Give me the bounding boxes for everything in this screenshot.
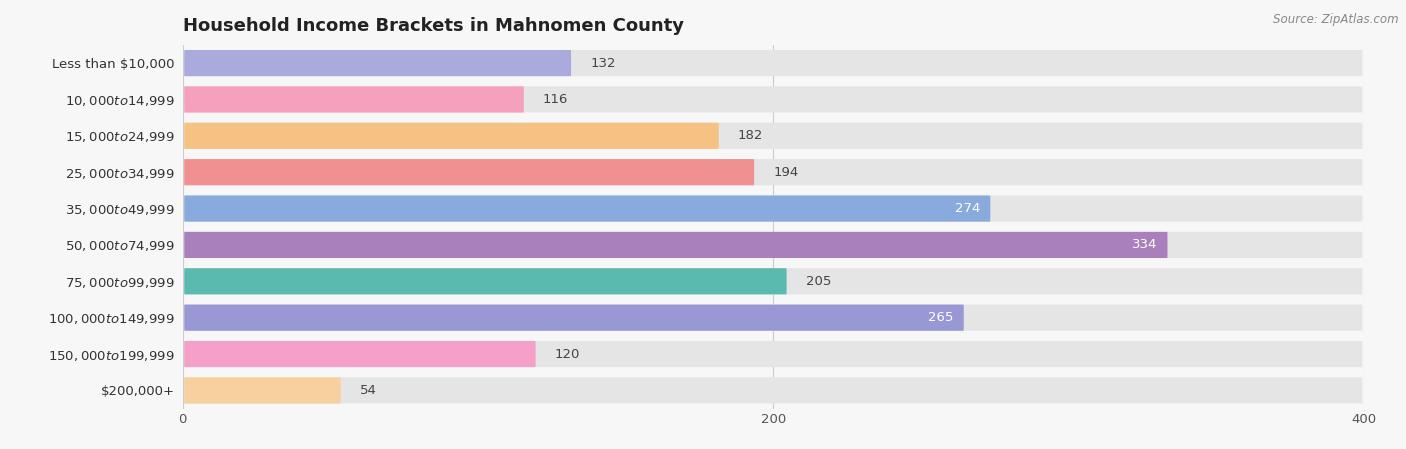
FancyBboxPatch shape [184,195,1362,222]
FancyBboxPatch shape [184,195,990,222]
FancyBboxPatch shape [184,50,571,76]
Text: 116: 116 [543,93,568,106]
Text: Source: ZipAtlas.com: Source: ZipAtlas.com [1274,13,1399,26]
Text: 274: 274 [955,202,980,215]
FancyBboxPatch shape [184,86,1362,113]
Text: 194: 194 [773,166,799,179]
FancyBboxPatch shape [184,268,1362,295]
Text: 182: 182 [738,129,763,142]
Text: 334: 334 [1132,238,1157,251]
FancyBboxPatch shape [184,377,1362,404]
FancyBboxPatch shape [184,304,963,331]
FancyBboxPatch shape [184,268,786,295]
Text: 120: 120 [555,348,581,361]
FancyBboxPatch shape [184,341,1362,367]
FancyBboxPatch shape [184,341,536,367]
Text: 132: 132 [591,57,616,70]
Text: Household Income Brackets in Mahnomen County: Household Income Brackets in Mahnomen Co… [183,17,683,35]
FancyBboxPatch shape [184,159,754,185]
FancyBboxPatch shape [184,123,1362,149]
FancyBboxPatch shape [184,232,1362,258]
FancyBboxPatch shape [184,50,1362,76]
Text: 265: 265 [928,311,953,324]
FancyBboxPatch shape [184,232,1167,258]
FancyBboxPatch shape [184,304,1362,331]
FancyBboxPatch shape [184,159,1362,185]
Text: 205: 205 [806,275,831,288]
FancyBboxPatch shape [184,86,524,113]
FancyBboxPatch shape [184,123,718,149]
Text: 54: 54 [360,384,377,397]
FancyBboxPatch shape [184,377,340,404]
